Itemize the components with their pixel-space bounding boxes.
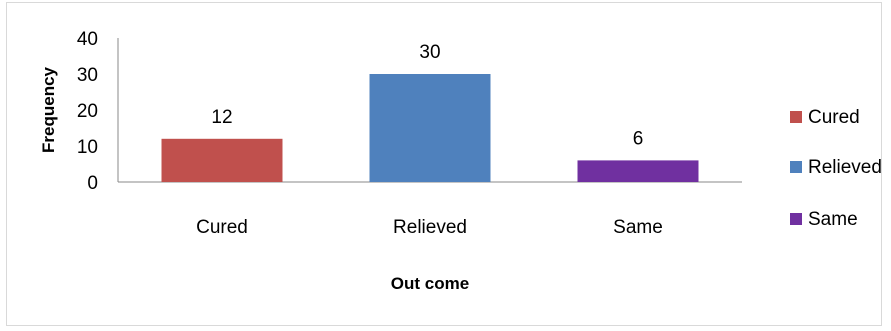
category-label: Same: [613, 217, 663, 238]
legend-label: Relieved: [808, 157, 882, 178]
legend: Cured Relieved Same: [790, 107, 882, 230]
legend-label: Same: [808, 209, 858, 230]
legend-swatch: [790, 111, 802, 123]
data-label: 6: [633, 128, 644, 149]
bar-relieved: [369, 74, 491, 182]
y-tick-label: 20: [77, 101, 98, 122]
y-axis-ticks: 0 10 20 30 40: [77, 29, 98, 194]
bar-cured: [161, 138, 283, 182]
data-label: 30: [419, 42, 440, 63]
bars: [161, 74, 699, 182]
category-label: Relieved: [393, 217, 467, 238]
x-axis-title: Out come: [391, 274, 469, 293]
legend-swatch: [790, 161, 802, 173]
bar-same: [577, 160, 699, 182]
category-label: Cured: [196, 217, 248, 238]
data-label: 12: [211, 107, 232, 128]
y-tick-label: 10: [77, 137, 98, 158]
data-labels: 12 30 6: [211, 42, 643, 149]
legend-label: Cured: [808, 107, 860, 128]
category-labels: Cured Relieved Same: [196, 217, 663, 238]
y-tick-label: 40: [77, 29, 98, 50]
legend-swatch: [790, 213, 802, 225]
y-axis-title: Frequency: [39, 66, 58, 153]
y-tick-label: 0: [87, 173, 98, 194]
y-tick-label: 30: [77, 65, 98, 86]
